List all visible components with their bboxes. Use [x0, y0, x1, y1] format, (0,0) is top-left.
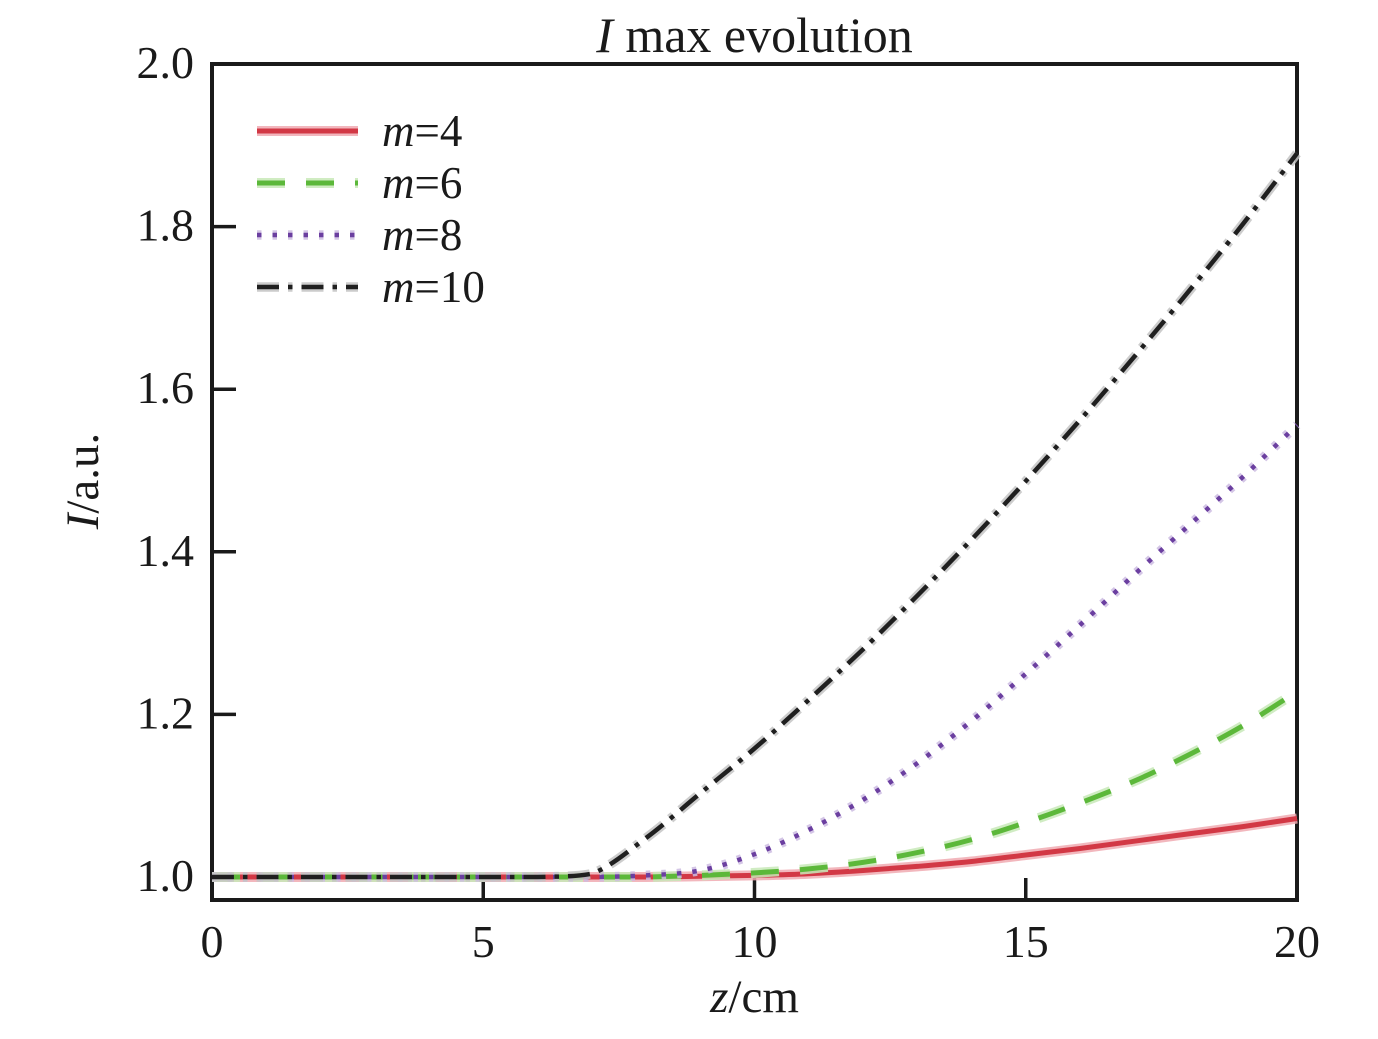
x-tick-label: 10 — [732, 916, 778, 967]
chart-title-italic: I — [596, 7, 613, 63]
curve-m6 — [211, 689, 1299, 880]
curve-halo-m10 — [211, 150, 1301, 882]
chart-title: I max evolution — [212, 8, 1297, 63]
x-axis-label-italic: z — [710, 971, 729, 1023]
x-axis-label-rest: /cm — [728, 971, 799, 1023]
legend-label-m8: m=8 — [382, 210, 462, 260]
y-tick-label: 1.6 — [137, 362, 195, 413]
y-tick-label: 1.0 — [137, 850, 195, 901]
x-tick-label: 15 — [1003, 916, 1049, 967]
x-tick-label: 20 — [1274, 916, 1320, 967]
y-axis-label-rest: /a.u. — [57, 432, 110, 514]
chart-title-rest: max evolution — [612, 7, 913, 63]
x-tick-label: 5 — [472, 916, 495, 967]
y-axis-label-italic: I — [57, 513, 110, 530]
y-tick-label: 2.0 — [137, 37, 195, 88]
legend-label-m4: m=4 — [382, 106, 462, 156]
curve-m8 — [211, 423, 1299, 880]
x-axis-label: z/cm — [212, 971, 1297, 1024]
curve-halo-m8 — [211, 421, 1301, 882]
axes-box — [210, 62, 1299, 902]
y-tick-label: 1.4 — [137, 525, 195, 576]
y-tick-label: 1.8 — [137, 200, 195, 251]
y-tick-label: 1.2 — [137, 687, 195, 738]
curve-m10 — [211, 152, 1299, 880]
x-tick-label: 0 — [201, 916, 224, 967]
y-axis-label: I/a.u. — [57, 432, 110, 530]
legend-label-m6: m=6 — [382, 158, 462, 208]
curve-halo-m6 — [211, 687, 1300, 883]
legend-label-m10: m=10 — [382, 262, 485, 312]
